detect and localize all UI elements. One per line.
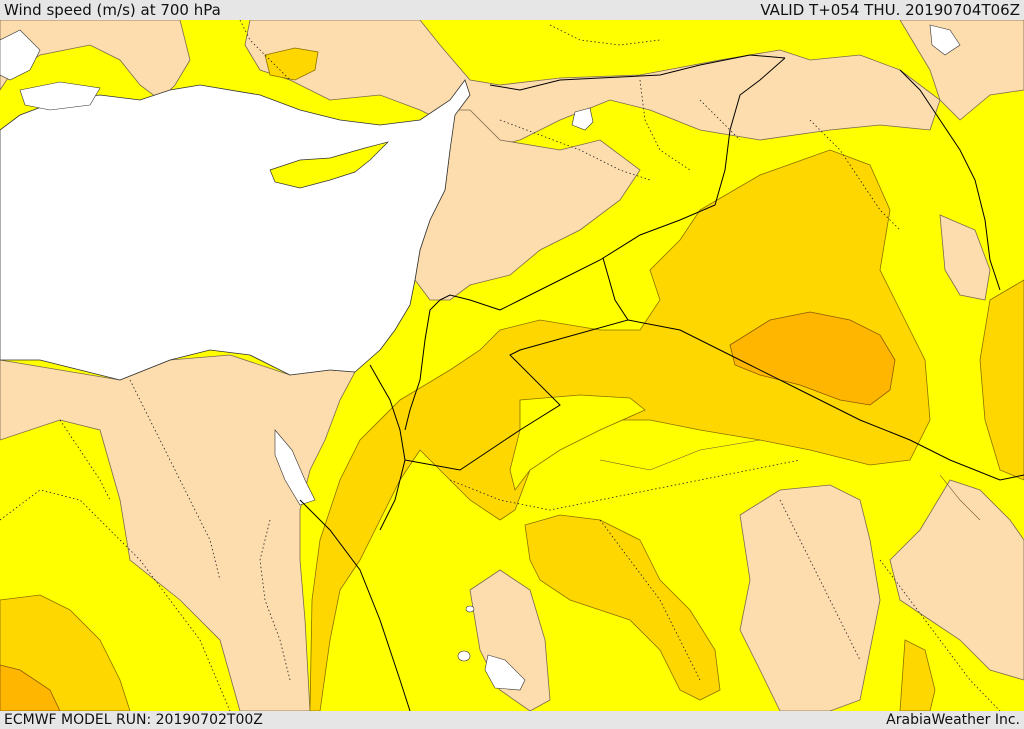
caspian-edge [929,24,961,56]
map-title: Wind speed (m/s) at 700 hPa [4,1,221,19]
aegean-sea [0,29,41,81]
coast-inlet [19,81,101,111]
small-lake [457,650,471,662]
strong-wind-areas [0,311,896,711]
small-lake-2 [465,605,475,613]
footer-bar: ECMWF MODEL RUN: 20190702T00Z ArabiaWeat… [0,711,1024,729]
lake-water [484,654,526,691]
moderate-wind-areas [0,47,1024,711]
lake-assad [571,107,594,131]
wind-contours [599,439,981,521]
valid-time: VALID T+054 THU. 20190704T06Z [760,1,1020,19]
low-wind-areas [0,20,1024,711]
cyprus-island [269,141,390,189]
wind-speed-map [0,20,1024,711]
country-borders [299,54,1024,711]
gulf-of-suez [274,429,316,506]
province-borders [0,20,1001,711]
model-run: ECMWF MODEL RUN: 20190702T00Z [4,712,263,728]
header-bar: Wind speed (m/s) at 700 hPa VALID T+054 … [0,0,1024,20]
credit: ArabiaWeather Inc. [886,712,1020,728]
